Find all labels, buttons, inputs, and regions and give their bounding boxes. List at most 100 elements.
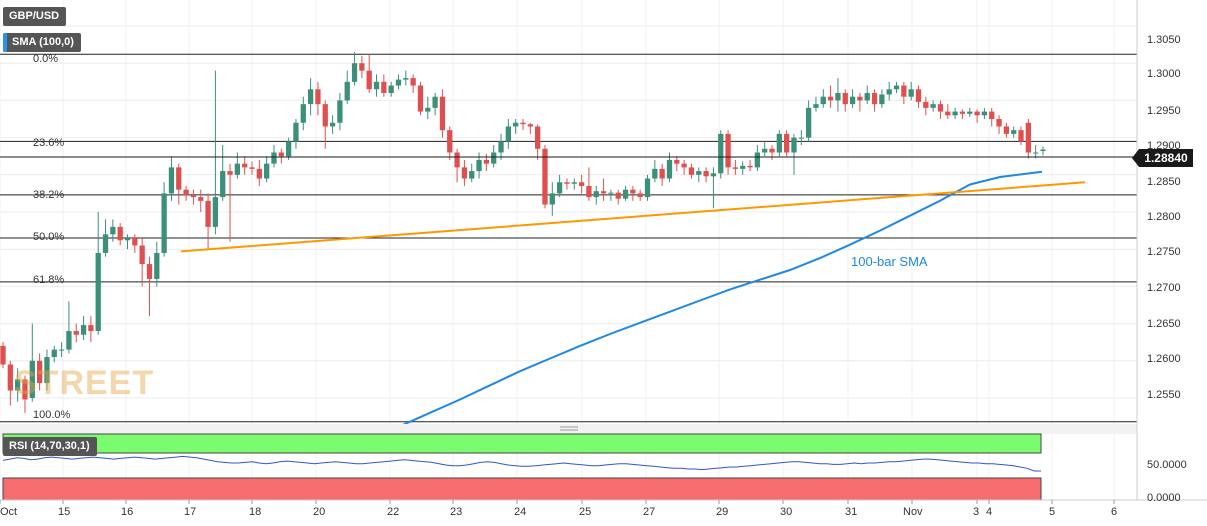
candle-body [212,197,219,227]
candle-body [923,101,929,108]
candle-body [842,92,848,105]
candle-body [0,345,6,365]
candle-body [1025,122,1031,153]
candle-body [967,111,973,114]
candle-body [637,193,643,198]
candle-body [586,185,592,198]
x-tick-label: 17 [184,506,197,518]
candle-body [388,85,394,93]
candle-body [381,81,387,93]
candle-body [564,182,570,184]
x-tick-label: 27 [643,506,656,518]
candle-body [403,78,409,80]
candle-body [989,111,995,120]
candle-body [227,171,233,175]
candle-body [791,137,797,153]
candles [0,52,1046,413]
candle-body [945,111,951,116]
rsi-tick-label: 0.0000 [1147,492,1181,504]
candle-body [725,133,731,168]
sma-100-line [399,170,1043,428]
candle-body [447,130,453,153]
x-tick-label: 22 [387,506,400,518]
candle-body [344,81,350,101]
rsi-oversold-zone [2,477,1042,501]
candle-body [630,189,636,194]
y-tick-label: 1.2700 [1147,282,1181,294]
candle-body [769,148,775,153]
candle-body [608,192,614,194]
rsi-tick-label: 50.0000 [1147,459,1187,471]
candle-body [476,159,482,172]
candle-body [36,360,43,384]
candle-body [307,89,314,105]
candle-body [1033,152,1039,154]
candle-body [73,331,79,335]
y-tick-label: 1.2750 [1147,246,1181,258]
candle-body [51,349,57,358]
candle-body [937,104,944,112]
candle-body [278,152,284,157]
candle-body [542,148,548,205]
fibonacci-levels [0,53,1137,423]
y-tick-label: 1.2850 [1147,176,1181,188]
candle-body [849,96,856,105]
x-tick-label: 18 [249,506,262,518]
candle-body [820,96,826,105]
rsi-indicator-label[interactable]: RSI (14,70,30,1) [3,437,97,456]
candle-body [161,193,167,253]
rsi-line [2,455,1041,472]
candle-body [439,96,446,131]
candle-body [190,195,197,198]
candle-body [827,96,834,101]
candle-body [996,119,1002,127]
candle-body [154,252,160,279]
candle-body [432,96,438,108]
candle-body [1011,130,1017,134]
candle-body [915,89,922,102]
candle-body [535,126,541,149]
candle-body [469,171,475,179]
candle-body [242,163,248,168]
sma-color-swatch [3,33,7,52]
candle-body [1040,149,1046,152]
symbol-label[interactable]: GBP/USD [3,7,67,26]
candle-body [732,167,739,169]
x-tick-label: 31 [845,506,858,518]
x-tick-label: Nov [903,506,923,518]
x-tick-label: 29 [716,506,729,518]
candle-body [740,165,746,169]
time-axis-ticks [0,500,1115,504]
candle-body [300,104,306,123]
candle-body [373,81,380,90]
sma-indicator-label[interactable]: SMA (100,0) [3,33,81,52]
candle-body [930,104,936,108]
sma-indicator-text: SMA (100,0) [12,36,74,48]
x-tick-label: 3 [973,506,980,518]
candle-body [58,349,65,351]
support-trendline[interactable] [180,181,1086,253]
candle-body [483,159,490,164]
candle-body [798,137,804,139]
x-tick-label: 20 [313,506,326,518]
candle-body [681,163,687,168]
candle-body [329,122,336,127]
fib-label-100: 100.0% [33,409,71,421]
x-tick-label: 23 [450,506,463,518]
y-tick-label: 1.2800 [1147,211,1181,223]
candle-body [747,165,753,168]
y-tick-label: 1.2650 [1147,318,1181,330]
watermark-logo: STREET [14,364,155,402]
candle-body [102,234,109,253]
candle-body [7,364,13,391]
x-tick-label: 6 [1111,506,1118,518]
current-price-badge: 1.28840 [1132,149,1193,167]
sma-annotation: 100-bar SMA [851,254,928,269]
panel-separator[interactable] [0,424,1137,434]
x-tick-label: 5 [1049,506,1056,518]
candle-body [754,152,761,168]
y-tick-label: 1.3050 [1147,34,1181,46]
candle-body [666,159,673,179]
candle-body [593,191,599,198]
